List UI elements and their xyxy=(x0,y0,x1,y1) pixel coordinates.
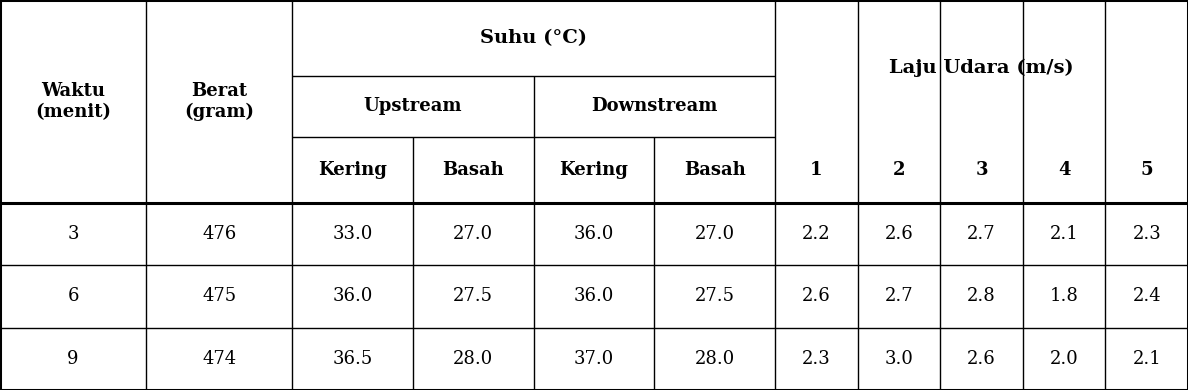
Text: 37.0: 37.0 xyxy=(574,350,614,368)
Text: 28.0: 28.0 xyxy=(695,350,735,368)
Text: 2.1: 2.1 xyxy=(1132,350,1161,368)
Text: Kering: Kering xyxy=(560,161,628,179)
Text: 2.6: 2.6 xyxy=(967,350,996,368)
Text: Basah: Basah xyxy=(684,161,746,179)
Text: 474: 474 xyxy=(202,350,236,368)
Text: 3: 3 xyxy=(975,161,987,179)
Text: 27.5: 27.5 xyxy=(454,287,493,305)
Text: 2.6: 2.6 xyxy=(802,287,830,305)
Text: Downstream: Downstream xyxy=(592,97,718,115)
Text: 36.5: 36.5 xyxy=(333,350,373,368)
Text: Suhu (°C): Suhu (°C) xyxy=(480,29,587,47)
Text: 3.0: 3.0 xyxy=(885,350,914,368)
Text: 2.6: 2.6 xyxy=(885,225,914,243)
Text: Upstream: Upstream xyxy=(364,97,462,115)
Text: 475: 475 xyxy=(202,287,236,305)
Text: 36.0: 36.0 xyxy=(574,287,614,305)
Text: 27.0: 27.0 xyxy=(454,225,493,243)
Text: Kering: Kering xyxy=(318,161,387,179)
Text: 2.8: 2.8 xyxy=(967,287,996,305)
Text: 2.1: 2.1 xyxy=(1050,225,1079,243)
Text: 2.0: 2.0 xyxy=(1050,350,1079,368)
Text: 6: 6 xyxy=(68,287,78,305)
Text: 33.0: 33.0 xyxy=(333,225,373,243)
Text: 1.8: 1.8 xyxy=(1050,287,1079,305)
Text: 36.0: 36.0 xyxy=(574,225,614,243)
Text: 2.2: 2.2 xyxy=(802,225,830,243)
Text: 28.0: 28.0 xyxy=(453,350,493,368)
Text: Waktu
(menit): Waktu (menit) xyxy=(36,82,110,121)
Text: 2.7: 2.7 xyxy=(967,225,996,243)
Text: 2.3: 2.3 xyxy=(802,350,830,368)
Text: 2.7: 2.7 xyxy=(885,287,914,305)
Text: 476: 476 xyxy=(202,225,236,243)
Text: 3: 3 xyxy=(68,225,78,243)
Text: 2: 2 xyxy=(892,161,905,179)
Text: 1: 1 xyxy=(810,161,822,179)
Text: 2.3: 2.3 xyxy=(1132,225,1161,243)
Text: Basah: Basah xyxy=(442,161,504,179)
Text: Berat
(gram): Berat (gram) xyxy=(184,82,254,121)
Text: 36.0: 36.0 xyxy=(333,287,373,305)
Text: 27.5: 27.5 xyxy=(695,287,734,305)
Text: 4: 4 xyxy=(1057,161,1070,179)
Text: 5: 5 xyxy=(1140,161,1154,179)
Text: Laju Udara (m/s): Laju Udara (m/s) xyxy=(889,59,1074,77)
Text: 27.0: 27.0 xyxy=(695,225,734,243)
Text: 2.4: 2.4 xyxy=(1132,287,1161,305)
Text: 9: 9 xyxy=(68,350,78,368)
